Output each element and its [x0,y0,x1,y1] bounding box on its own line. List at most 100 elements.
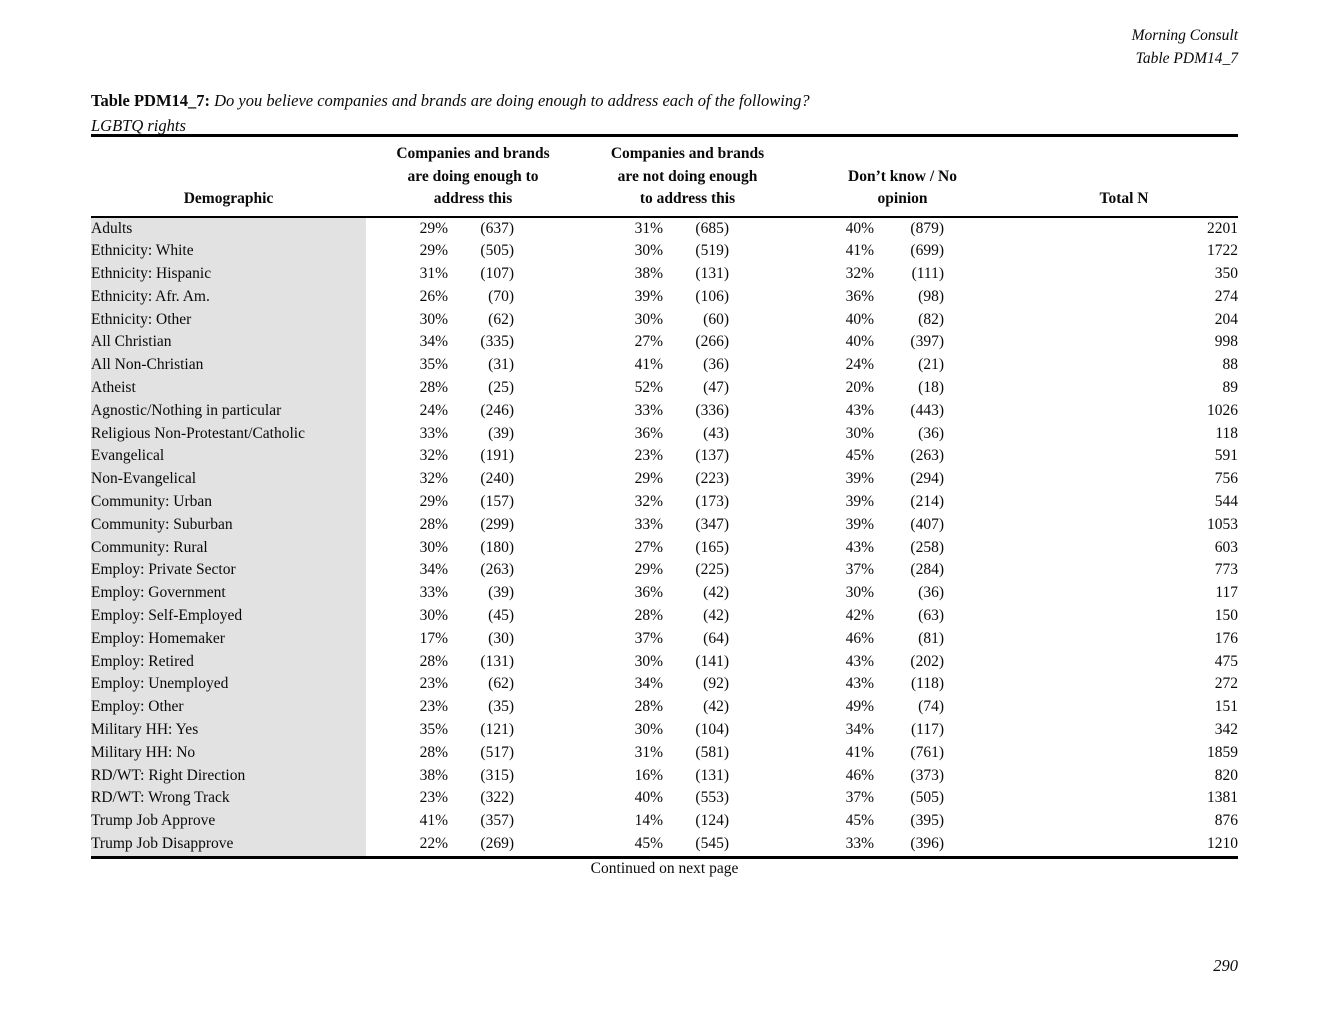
total-n: 756 [1214,470,1239,488]
pct-not-doing-enough: 33% [634,515,663,533]
pct-doing-enough: 23% [419,698,448,716]
spacer-cell [514,514,580,537]
spacer-cell [514,491,580,514]
table-row: Employ: Unemployed 23% (62) 34% (92) 43% (118)… [91,673,1238,697]
spacer-cell [944,765,1010,788]
spacer-cell [514,286,580,309]
table-row: Employ: Homemaker 17% (30) 37% (64) 46% (81) 17… [91,627,1239,651]
pct-not-doing-enough: 28% [634,607,663,625]
n-not-doing-enough: (104) [695,721,729,739]
n-not-doing-enough: (42) [703,607,729,625]
n-doing-enough: (322) [480,789,514,807]
pct-dont-know: 30% [845,584,874,602]
n-doing-enough: (240) [480,470,514,488]
total-n: 176 [1214,629,1239,647]
n-not-doing-enough: (64) [703,629,729,647]
row-label: Community: Rural [91,536,366,560]
spacer-cell [944,628,1010,651]
pct-not-doing-enough: 39% [634,287,663,305]
title-label: Table PDM14_7: [91,91,211,110]
n-doing-enough: (637) [480,219,514,237]
table-row: Employ: Retired 28% (131) 30% (141) 43% (202) 4… [91,650,1239,674]
spacer-cell [944,331,1010,354]
n-dont-know: (202) [910,652,944,670]
table-row: Military HH: Yes 35% (121) 30% (104) 34% (117)… [91,719,1238,742]
n-not-doing-enough: (225) [695,561,729,579]
spacer-cell [944,742,1010,765]
pct-dont-know: 46% [845,629,874,647]
table-body: Adults 29% (637) 31% (685) 40% (879) 2201 Ethnic… [91,216,1239,858]
spacer-cell [729,719,795,742]
pct-dont-know: 43% [845,675,874,693]
table-row: Employ: Self-Employed 30% (45) 28% (42) 42% (6… [91,605,1238,628]
n-dont-know: (396) [910,835,944,853]
n-doing-enough: (357) [480,812,514,830]
n-dont-know: (373) [910,766,944,784]
spacer-cell [944,217,1010,241]
pct-dont-know: 30% [845,424,874,442]
pct-not-doing-enough: 29% [634,470,663,488]
spacer-cell [729,309,795,332]
spacer-cell [729,331,795,354]
spacer-cell [514,263,580,286]
row-label: Evangelical [91,445,366,469]
spacer-cell [944,445,1010,468]
table-row: Ethnicity: Afr. Am. 26% (70) 39% (106) 36% (98… [91,285,1238,309]
spacer-cell [729,559,795,582]
pct-doing-enough: 29% [419,242,448,260]
spacer-cell [944,240,1010,263]
total-n: 118 [1215,424,1239,442]
n-not-doing-enough: (131) [695,766,729,784]
total-n: 475 [1214,652,1239,670]
pct-not-doing-enough: 40% [634,789,663,807]
n-dont-know: (81) [918,629,944,647]
n-dont-know: (407) [910,515,944,533]
n-dont-know: (117) [911,721,944,739]
spacer-cell [944,787,1010,810]
total-n: 204 [1214,310,1239,328]
row-label: Non-Evangelical [91,468,366,492]
table-row: Community: Urban 29% (157) 32% (173) 39% (214)… [91,491,1238,514]
n-not-doing-enough: (173) [695,493,729,511]
pct-dont-know: 39% [845,515,874,533]
spacer-cell [729,628,795,651]
n-doing-enough: (505) [480,242,514,260]
spacer-cell [514,559,580,582]
n-dont-know: (63) [918,607,944,625]
total-n: 350 [1214,265,1239,283]
row-label: Ethnicity: White [91,240,366,264]
spacer-cell [514,719,580,742]
row-label: Employ: Other [91,696,366,720]
total-n: 88 [1222,356,1239,374]
pct-not-doing-enough: 27% [634,333,663,351]
spacer-cell [514,605,580,628]
n-not-doing-enough: (36) [703,356,729,374]
n-not-doing-enough: (42) [703,584,729,602]
table-row: Employ: Private Sector 34% (263) 29% (225) 37… [91,559,1238,583]
spacer-cell [514,742,580,765]
row-label: RD/WT: Right Direction [91,764,366,788]
pct-doing-enough: 35% [419,721,448,739]
n-doing-enough: (62) [488,310,514,328]
spacer-cell [514,423,580,446]
row-label: Employ: Unemployed [91,673,366,697]
column-header-doing-enough: Companies and brands are doing enough to… [366,135,580,218]
spacer-cell [514,445,580,468]
table-row: Community: Suburban 28% (299) 33% (347) 39% (4… [91,513,1238,537]
pct-doing-enough: 33% [419,584,448,602]
table-row: RD/WT: Right Direction 38% (315) 16% (131) 46… [91,764,1238,788]
pct-doing-enough: 28% [419,743,448,761]
total-n: 342 [1214,721,1239,739]
title-question: Do you believe companies and brands are … [214,91,810,110]
spacer-cell [514,331,580,354]
pct-doing-enough: 28% [419,379,448,397]
n-not-doing-enough: (60) [703,310,729,328]
table-row: Trump Job Disapprove 22% (269) 45% (545) 33% (… [91,833,1238,858]
n-dont-know: (397) [910,333,944,351]
spacer-cell [729,491,795,514]
table-row: Ethnicity: Other 30% (62) 30% (60) 40% (82) 204 [91,308,1239,332]
spacer-cell [944,423,1010,446]
row-label: Employ: Self-Employed [91,605,366,628]
pct-not-doing-enough: 32% [634,493,663,511]
n-dont-know: (214) [910,493,944,511]
